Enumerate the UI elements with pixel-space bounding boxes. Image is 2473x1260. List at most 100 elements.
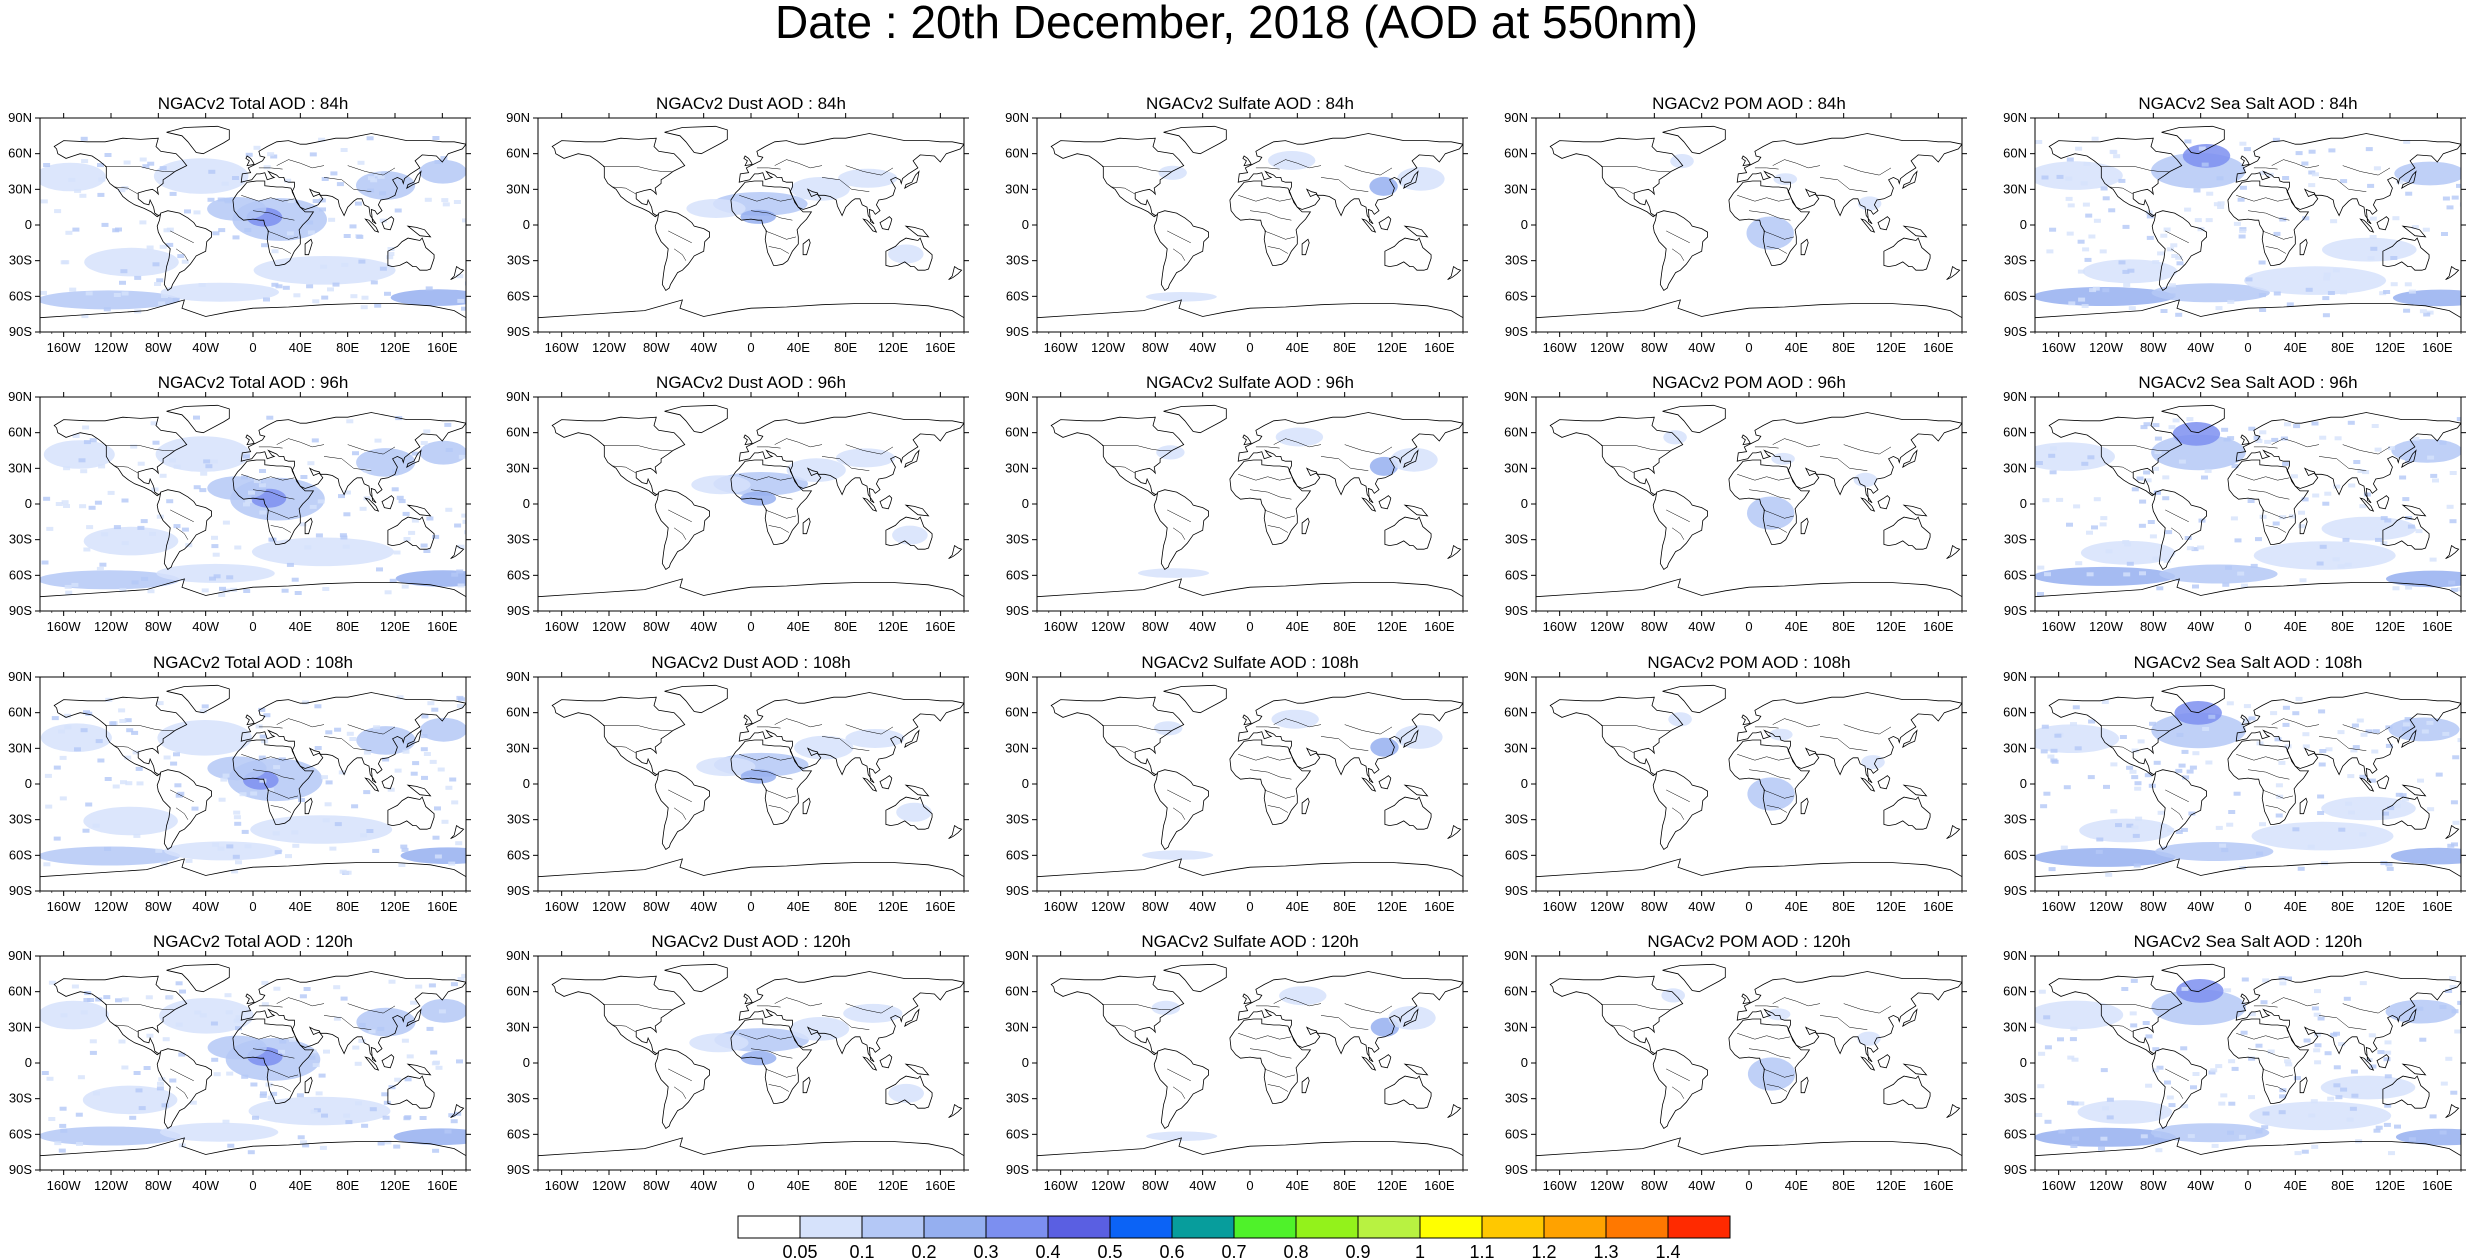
new-guinea-outline [904, 225, 930, 238]
lat-tick-label: 30S [507, 812, 530, 827]
lat-tick-label: 90N [1005, 389, 1029, 404]
japan-outline [1403, 729, 1419, 748]
japan-outline [406, 170, 422, 189]
coastlines [40, 125, 466, 332]
lat-tick-label: 0 [523, 496, 530, 511]
borneo-outline [879, 775, 893, 790]
lat-tick-label: 60S [1505, 567, 1528, 582]
lon-tick-label: 120E [380, 340, 411, 355]
africa-outline [2227, 459, 2310, 545]
lat-tick-label: 60N [1504, 705, 1528, 720]
lat-tick-label: 90N [2003, 948, 2027, 963]
coastlines [538, 125, 964, 332]
lon-tick-label: 80E [834, 619, 857, 634]
lat-tick-label: 90N [8, 110, 32, 125]
lon-tick-label: 80W [2140, 1178, 2167, 1193]
south-america-outline [1153, 1048, 1210, 1129]
lat-tick-label: 90S [507, 603, 530, 618]
lon-tick-label: 160E [427, 619, 458, 634]
australia-outline [2382, 796, 2430, 830]
lat-tick-label: 30N [1005, 1019, 1029, 1034]
lat-tick-label: 60S [1006, 288, 1029, 303]
antarctica-outline [1536, 1137, 1962, 1170]
map-panel: NGACv2 Sulfate AOD : 96h 160W 120W 80W 40W 0 4… [1005, 373, 1468, 639]
south-america-outline [2151, 210, 2208, 291]
lon-tick-label: 160W [2042, 340, 2077, 355]
lat-tick-label: 60N [506, 705, 530, 720]
lon-tick-label: 120E [380, 619, 411, 634]
south-america-outline [1153, 769, 1210, 850]
south-america-outline [1153, 489, 1210, 570]
lon-tick-label: 40E [2284, 340, 2307, 355]
new-guinea-outline [1902, 784, 1928, 797]
coastlines [538, 404, 964, 611]
lon-tick-label: 40W [1189, 1178, 1216, 1193]
new-zealand-outline [450, 1103, 465, 1119]
africa-outline [232, 1018, 315, 1104]
coastlines [1037, 404, 1463, 611]
greenland-outline [1662, 684, 1726, 714]
australia-outline [1883, 1075, 1931, 1109]
colorbar-box [1171, 1215, 1235, 1239]
lon-tick-label: 160E [427, 340, 458, 355]
figure-title: Date : 20th December, 2018 (AOD at 550nm… [774, 0, 1699, 48]
madagascar-outline [2299, 238, 2308, 256]
lon-tick-label: 40E [1785, 1178, 1808, 1193]
borneo-outline [2376, 1054, 2390, 1069]
north-america-outline [551, 137, 686, 218]
south-america-outline [654, 210, 711, 291]
lat-tick-label: 60S [2004, 288, 2027, 303]
lat-tick-label: 90S [9, 883, 32, 898]
panel-title: NGACv2 Dust AOD : 108h [651, 653, 851, 672]
lon-tick-label: 120W [2089, 899, 2124, 914]
africa-outline [1728, 459, 1811, 545]
lat-tick-label: 60N [506, 984, 530, 999]
madagascar-outline [802, 238, 811, 256]
lon-tick-label: 40W [690, 899, 717, 914]
lon-tick-label: 80W [643, 899, 670, 914]
greenland-outline [166, 404, 230, 434]
lon-tick-label: 120E [1377, 619, 1408, 634]
lat-tick-label: 0 [25, 1055, 32, 1070]
south-america-outline [654, 489, 711, 570]
lon-tick-label: 120W [592, 1178, 627, 1193]
map-panel: NGACv2 Dust AOD : 120h 160W 120W 80W 40W 0 40E… [506, 932, 969, 1198]
aod-map: 160W 120W 80W 40W 0 40E 80E 120E 160E 90N 60N 30N 0 3… [8, 948, 471, 1193]
panel-title: NGACv2 POM AOD : 84h [1652, 94, 1846, 113]
lon-tick-label: 120W [1590, 340, 1625, 355]
lon-tick-label: 40W [1189, 899, 1216, 914]
lon-tick-label: 160E [925, 340, 956, 355]
coastlines [1536, 125, 1962, 332]
new-zealand-outline [948, 544, 963, 560]
new-zealand-outline [948, 265, 963, 281]
north-america-outline [1549, 696, 1684, 777]
lon-tick-label: 80E [1333, 619, 1356, 634]
aod-field [40, 973, 466, 1155]
sumatra-outline [2359, 218, 2375, 233]
panel-title: NGACv2 Dust AOD : 96h [656, 373, 846, 392]
lon-tick-label: 160W [1044, 899, 1079, 914]
panel-title: NGACv2 Sulfate AOD : 96h [1146, 373, 1354, 392]
colorbar-box [1295, 1215, 1359, 1239]
antarctica-outline [1536, 858, 1962, 891]
lat-tick-label: 90S [1505, 603, 1528, 618]
lon-tick-label: 120W [94, 619, 129, 634]
new-zealand-outline [450, 544, 465, 560]
lat-tick-label: 30N [8, 1019, 32, 1034]
madagascar-outline [1800, 797, 1809, 815]
lon-tick-label: 40W [192, 1178, 219, 1193]
eurasia-outline [240, 133, 466, 225]
lon-tick-label: 120E [1377, 899, 1408, 914]
panel-title: NGACv2 Sea Salt AOD : 108h [2133, 653, 2363, 672]
africa-outline [2227, 739, 2310, 825]
lat-tick-label: 30N [8, 460, 32, 475]
great-britain-outline [1242, 155, 1252, 167]
lon-tick-label: 120E [1377, 1178, 1408, 1193]
lat-tick-label: 30N [2003, 181, 2027, 196]
eurasia-outline [2235, 692, 2461, 784]
aod-map: 160W 120W 80W 40W 0 40E 80E 120E 160E 90N 60N 30N 0 3… [1005, 110, 1468, 355]
lat-tick-label: 60S [2004, 847, 2027, 862]
coastlines [1536, 684, 1962, 891]
borneo-outline [1378, 216, 1392, 231]
lat-tick-label: 60N [2003, 425, 2027, 440]
